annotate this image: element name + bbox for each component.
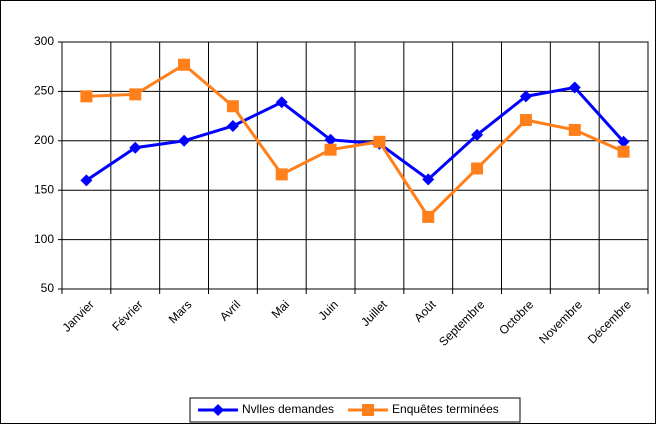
data-point — [373, 135, 386, 148]
data-point — [275, 96, 288, 109]
data-point — [617, 145, 630, 158]
data-point — [178, 134, 191, 147]
y-tick-label: 200 — [34, 133, 54, 147]
data-point — [129, 88, 142, 101]
data-point — [362, 404, 375, 416]
y-tick-label: 150 — [34, 182, 54, 196]
data-point — [226, 119, 239, 132]
data-point — [617, 135, 630, 148]
legend-label: Nvlles demandes — [242, 402, 334, 416]
plot-border — [61, 41, 649, 290]
data-point — [129, 141, 142, 154]
data-point — [519, 114, 532, 127]
data-point — [324, 143, 337, 156]
data-point — [226, 100, 239, 113]
series-line — [86, 62, 625, 220]
data-point — [80, 90, 93, 103]
data-point — [568, 81, 581, 94]
y-tick-label: 50 — [41, 281, 55, 295]
data-point — [471, 128, 484, 141]
data-point — [422, 210, 435, 223]
data-point — [568, 123, 581, 136]
y-tick-label: 250 — [34, 84, 54, 98]
y-tick-label: 300 — [34, 34, 54, 48]
data-point — [275, 168, 288, 181]
data-point — [422, 173, 435, 186]
data-point — [471, 162, 484, 175]
data-point — [212, 404, 224, 416]
data-point — [80, 174, 93, 187]
data-point — [178, 58, 191, 71]
legend-label: Enquêtes terminées — [392, 402, 499, 416]
data-point — [519, 90, 532, 103]
y-tick-label: 100 — [34, 232, 54, 246]
data-point — [324, 133, 337, 146]
series-line — [85, 85, 625, 182]
